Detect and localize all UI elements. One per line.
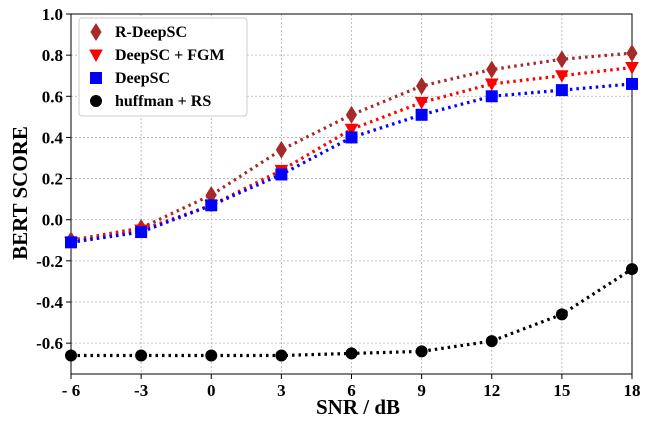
- y-tick-label: -0.6: [36, 334, 63, 353]
- data-point: [414, 96, 429, 110]
- y-tick-label: -0.4: [36, 293, 63, 312]
- data-point: [555, 308, 568, 321]
- data-point: [135, 226, 148, 239]
- legend-label: R-DeepSC: [115, 24, 187, 41]
- data-point: [626, 77, 638, 90]
- series-line: [70, 82, 633, 244]
- y-tick-label: 1.0: [42, 5, 63, 24]
- data-point: [275, 168, 288, 181]
- data-point: [416, 77, 428, 95]
- legend-label: huffman + RS: [115, 93, 211, 110]
- y-tick-label: 0.6: [42, 87, 63, 106]
- legend-item: DeepSC: [90, 70, 170, 87]
- data-point: [205, 199, 218, 212]
- data-point: [484, 78, 499, 91]
- legend-label: DeepSC: [115, 70, 170, 87]
- y-tick-label: 0.2: [42, 170, 63, 189]
- x-tick-label: 0: [207, 381, 216, 400]
- legend: R-DeepSC DeepSC + FGM DeepSC huffman + RS: [78, 17, 248, 117]
- data-point: [555, 70, 569, 83]
- x-tick-label: -3: [134, 381, 148, 400]
- legend-item: huffman + RS: [90, 93, 211, 110]
- data-point: [65, 236, 77, 249]
- data-point: [415, 108, 428, 121]
- y-tick-label: -0.2: [36, 252, 63, 271]
- data-point: [90, 95, 102, 107]
- data-point: [275, 140, 287, 159]
- y-axis: -0.6 -0.4 -0.2 0.0 0.2 0.4 0.6 0.8 1.0: [36, 5, 71, 353]
- data-point: [626, 44, 638, 63]
- x-tick-label: 9: [417, 381, 426, 400]
- x-tick-label: 12: [483, 381, 500, 400]
- x-tick-label: 6: [347, 381, 356, 400]
- y-tick-label: 0.8: [42, 46, 63, 65]
- data-point: [485, 90, 498, 103]
- x-tick-label: 3: [277, 381, 286, 400]
- data-point: [485, 335, 498, 348]
- y-axis-label: BERT SCORE: [8, 126, 32, 260]
- y-tick-label: 0.0: [42, 211, 63, 230]
- data-point: [90, 23, 102, 41]
- data-point: [345, 105, 358, 124]
- data-point: [556, 50, 568, 69]
- y-tick-label: 0.4: [42, 128, 64, 147]
- data-point: [345, 347, 358, 360]
- data-point: [344, 123, 359, 137]
- data-point: [345, 131, 358, 144]
- data-point: [415, 345, 428, 358]
- data-point: [275, 349, 288, 362]
- data-point: [626, 263, 638, 276]
- data-point: [486, 60, 498, 79]
- legend-box: [78, 17, 248, 117]
- x-axis: - 6 -3 0 3 6 9 12 15 18: [62, 374, 641, 400]
- x-axis-label: SNR / dB: [316, 395, 400, 419]
- legend-item: R-DeepSC: [90, 23, 187, 41]
- data-point: [135, 349, 148, 362]
- data-point: [65, 349, 77, 362]
- data-point: [555, 84, 568, 97]
- series-layer: [64, 44, 639, 362]
- x-tick-label: 18: [624, 381, 641, 400]
- series-4: [65, 263, 638, 362]
- legend-label: DeepSC + FGM: [115, 47, 225, 64]
- legend-item: DeepSC + FGM: [89, 47, 225, 64]
- data-point: [205, 349, 218, 362]
- data-point: [89, 49, 103, 63]
- data-point: [625, 61, 639, 75]
- x-tick-label: 15: [553, 381, 570, 400]
- series-3: [65, 77, 638, 249]
- x-tick-label: - 6: [62, 381, 80, 400]
- data-point: [90, 72, 102, 84]
